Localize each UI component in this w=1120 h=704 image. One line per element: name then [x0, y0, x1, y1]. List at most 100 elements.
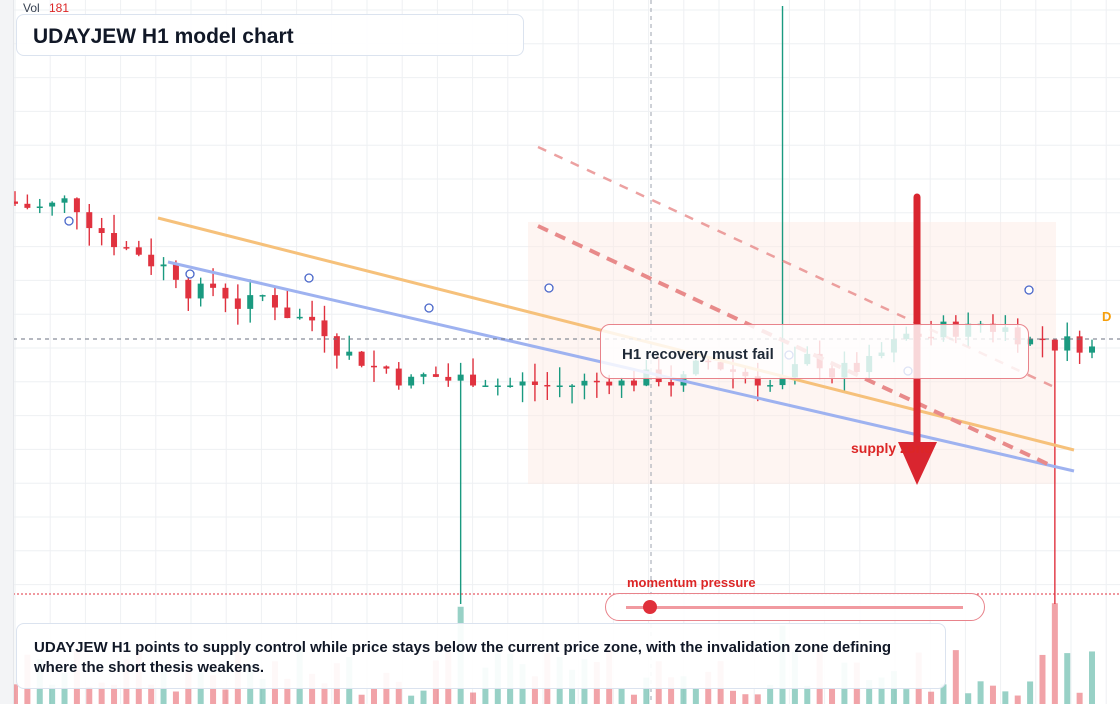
momentum-label: momentum pressure	[627, 575, 756, 590]
volume-label: Vol	[23, 1, 40, 15]
summary-panel: UDAYJEW H1 points to supply control whil…	[16, 623, 946, 689]
callout-text: H1 recovery must fail	[622, 346, 774, 363]
volume-value: 181	[49, 1, 70, 15]
volume-bar	[111, 684, 118, 704]
candle-body	[1064, 336, 1071, 351]
candle-body	[606, 381, 613, 386]
candle-body	[259, 295, 266, 297]
volume-bar	[12, 684, 18, 704]
candle-body	[531, 381, 538, 385]
volume-bar	[1002, 691, 1009, 704]
volume-bar	[284, 678, 291, 704]
candle-body	[111, 233, 118, 248]
volume-bar	[259, 679, 266, 704]
candle-body	[247, 295, 254, 309]
volume-bar	[371, 688, 377, 704]
volume-bar	[977, 681, 984, 704]
candle-body	[36, 206, 43, 209]
candle-body	[581, 380, 588, 386]
candle-body	[61, 198, 68, 203]
candle-body	[569, 385, 576, 387]
candle-body	[767, 385, 774, 387]
last-price-marker: D	[1102, 309, 1112, 324]
swing-marker	[424, 303, 434, 313]
candle-body	[544, 384, 551, 387]
swing-marker	[185, 269, 195, 279]
candle-body	[593, 380, 600, 383]
volume-bar	[1064, 653, 1071, 704]
volume-bar	[420, 690, 427, 704]
candle-body	[1027, 338, 1034, 345]
candle-body	[234, 298, 241, 309]
candle-body	[197, 283, 204, 299]
volume-bar	[222, 689, 229, 704]
volume-bar	[618, 687, 625, 704]
candle-body	[296, 316, 303, 319]
callout-box: H1 recovery must fail	[600, 324, 1029, 379]
volume-bar	[754, 694, 761, 704]
candle-body	[346, 351, 353, 356]
volume-bar	[804, 685, 811, 704]
candle-body	[98, 228, 105, 234]
volume-bar	[1051, 603, 1058, 704]
volume-bar	[989, 685, 996, 704]
candle-body	[519, 381, 526, 386]
candle-body	[271, 295, 278, 308]
swing-marker	[64, 216, 74, 226]
candle-body	[321, 320, 328, 337]
volume-bar	[866, 680, 873, 704]
volume-bar	[829, 688, 836, 704]
chart-title: UDAYJEW H1 model chart	[33, 25, 294, 48]
candle-body	[482, 385, 489, 387]
candle-body	[148, 254, 155, 267]
volume-bar	[49, 684, 56, 704]
volume-bar	[1027, 681, 1034, 704]
candle-body	[507, 385, 514, 387]
volume-bar	[470, 692, 477, 704]
momentum-slider[interactable]	[605, 593, 985, 621]
candle-body	[185, 279, 192, 299]
swing-marker	[544, 283, 554, 293]
volume-bar	[965, 693, 972, 704]
candle-body	[618, 380, 625, 386]
candle-body	[445, 376, 452, 381]
volume-bar	[531, 676, 538, 704]
swing-marker	[304, 273, 314, 283]
swing-marker	[1024, 285, 1034, 295]
candle-body	[408, 376, 415, 386]
candle-body	[160, 264, 167, 267]
candle-body	[135, 247, 142, 255]
candle-body	[333, 336, 340, 356]
candle-body	[73, 198, 80, 213]
candle-body	[12, 201, 18, 204]
candle-body	[1089, 346, 1095, 353]
candle-body	[123, 247, 130, 249]
projection-arrow-head	[898, 442, 937, 485]
volume-bar	[643, 677, 650, 704]
candle-body	[1051, 339, 1058, 351]
volume-bar	[878, 677, 885, 704]
momentum-knob[interactable]	[642, 600, 657, 614]
candle-body	[420, 374, 427, 377]
candle-body	[630, 380, 637, 386]
volume-bar	[358, 694, 365, 704]
candle-body	[210, 283, 217, 288]
candle-body	[457, 374, 464, 381]
candle-body	[754, 376, 761, 386]
candle-body	[49, 202, 56, 207]
volume-bar	[148, 684, 155, 704]
volume-bar	[395, 681, 402, 704]
candle-body	[24, 203, 31, 208]
volume-bar	[952, 650, 959, 704]
volume-bar	[680, 676, 687, 704]
candle-body	[172, 264, 179, 280]
volume-bar	[767, 684, 774, 704]
volume-bar	[408, 695, 415, 704]
candle-body	[309, 316, 316, 321]
volume-bar	[940, 684, 947, 704]
candle-body	[395, 368, 402, 386]
volume-bar	[692, 688, 699, 704]
candle-body	[494, 385, 501, 387]
supply-zone-label: supply zone	[851, 440, 932, 456]
